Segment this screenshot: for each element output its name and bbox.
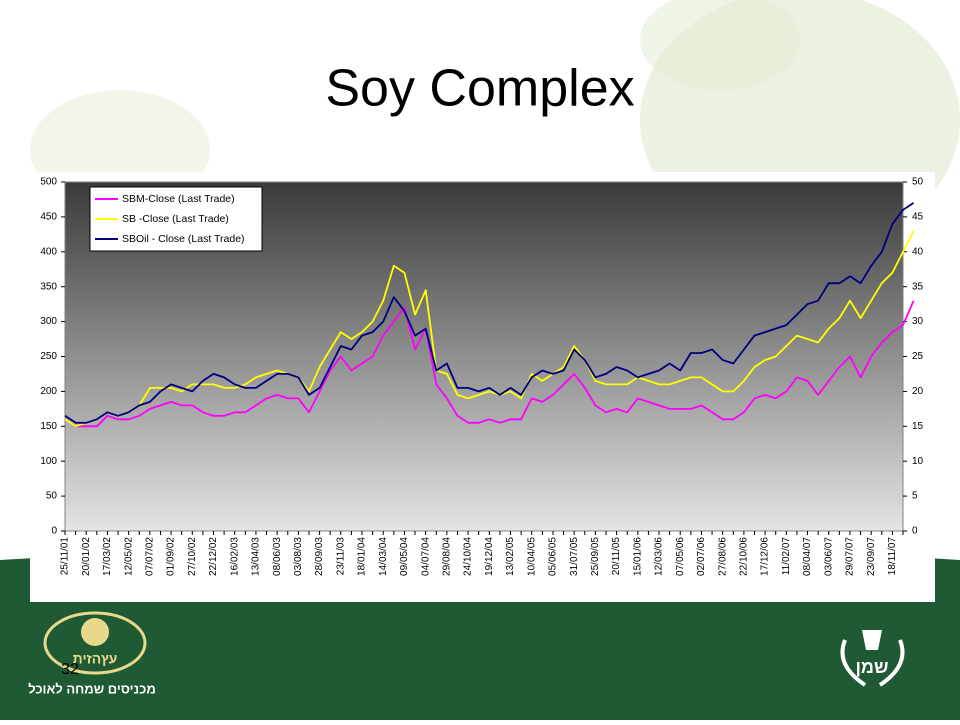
x-tick-label: 13/04/03 xyxy=(251,537,262,576)
x-tick-label: 15/01/06 xyxy=(632,537,643,576)
x-tick-label: 27/08/06 xyxy=(717,537,728,576)
x-tick-label: 17/03/02 xyxy=(102,537,113,576)
x-tick-label: 29/07/07 xyxy=(845,537,856,576)
x-tick-label: 25/11/01 xyxy=(60,537,71,576)
x-tick-label: 31/07/05 xyxy=(569,537,580,576)
x-tick-label: 20/11/05 xyxy=(611,537,622,576)
y2-tick-label: 20 xyxy=(912,386,924,397)
y-tick-label: 300 xyxy=(40,316,57,327)
x-tick-label: 07/05/06 xyxy=(675,537,686,576)
legend-box xyxy=(89,186,263,252)
y-tick-label: 350 xyxy=(40,281,57,292)
y-tick-label: 250 xyxy=(40,351,57,362)
logo-name: עץהזית xyxy=(73,651,118,667)
x-tick-label: 13/02/05 xyxy=(505,537,516,576)
slide-title: Soy Complex xyxy=(325,60,634,118)
x-tick-label: 23/09/07 xyxy=(866,537,877,576)
legend-label: SBOil - Close (Last Trade) xyxy=(122,233,245,245)
logo-name: שמן xyxy=(856,657,889,677)
right-logo: שמן xyxy=(840,630,905,687)
y2-tick-label: 0 xyxy=(912,526,918,537)
x-tick-label: 29/08/04 xyxy=(442,537,453,576)
x-tick-label: 08/04/07 xyxy=(802,537,813,576)
y-tick-label: 400 xyxy=(40,246,57,257)
series-line xyxy=(64,202,915,424)
y-tick-label: 0 xyxy=(51,526,57,537)
x-tick-label: 07/07/02 xyxy=(145,537,156,576)
x-tick-label: 03/06/07 xyxy=(823,537,834,576)
y2-tick-label: 40 xyxy=(912,246,924,257)
x-tick-label: 22/10/06 xyxy=(739,537,750,576)
y-tick-label: 200 xyxy=(40,386,57,397)
x-tick-label: 05/06/05 xyxy=(548,537,559,576)
x-tick-label: 18/01/04 xyxy=(357,537,368,576)
y2-tick-label: 10 xyxy=(912,456,924,467)
x-tick-label: 17/12/06 xyxy=(760,537,771,576)
x-tick-label: 04/07/04 xyxy=(420,537,431,576)
y2-tick-label: 45 xyxy=(912,212,924,223)
series-line xyxy=(64,300,915,428)
y2-tick-label: 50 xyxy=(912,177,924,188)
x-tick-label: 02/07/06 xyxy=(696,537,707,576)
y-tick-label: 450 xyxy=(40,212,57,223)
x-tick-label: 03/08/03 xyxy=(293,537,304,576)
y2-tick-label: 35 xyxy=(912,281,924,292)
x-tick-label: 14/03/04 xyxy=(378,537,389,576)
x-tick-label: 10/04/05 xyxy=(526,537,537,576)
series-line xyxy=(64,230,915,428)
y2-tick-label: 25 xyxy=(912,351,924,362)
legend-label: SB -Close (Last Trade) xyxy=(122,213,229,225)
y-tick-label: 100 xyxy=(40,456,57,467)
y-tick-label: 150 xyxy=(40,421,57,432)
x-tick-label: 25/09/05 xyxy=(590,537,601,576)
left-logo: עץהזית מכניסים שמחה לאוכל xyxy=(28,611,156,696)
x-tick-label: 11/02/07 xyxy=(781,537,792,576)
x-tick-label: 12/03/06 xyxy=(654,537,665,576)
y2-tick-label: 5 xyxy=(912,491,918,502)
x-tick-label: 19/12/04 xyxy=(484,537,495,576)
x-tick-label: 28/09/03 xyxy=(314,537,325,576)
x-tick-label: 08/06/03 xyxy=(272,537,283,576)
x-tick-label: 01/09/02 xyxy=(166,537,177,576)
x-tick-label: 20/01/02 xyxy=(81,537,92,576)
x-tick-label: 23/11/03 xyxy=(335,537,346,576)
y2-tick-label: 15 xyxy=(912,421,924,432)
y2-tick-label: 30 xyxy=(912,316,924,327)
y-tick-label: 50 xyxy=(46,491,58,502)
x-tick-label: 09/05/04 xyxy=(399,537,410,576)
x-tick-label: 12/05/02 xyxy=(123,537,134,576)
x-tick-label: 16/02/03 xyxy=(229,537,240,576)
x-tick-label: 27/10/02 xyxy=(187,537,198,576)
y-tick-label: 500 xyxy=(40,177,57,188)
page-number: 32 xyxy=(61,661,79,678)
chart: 0 50 100 150 200 250 300 350 400 450 500 0 5 10 15 20 25… xyxy=(40,177,923,576)
x-tick-label: 24/10/04 xyxy=(463,537,474,576)
legend-label: SBM-Close (Last Trade) xyxy=(122,193,235,205)
x-tick-label: 18/11/07 xyxy=(887,537,898,576)
x-tick-label: 22/12/02 xyxy=(208,537,219,576)
logo-slogan: מכניסים שמחה לאוכל xyxy=(28,681,156,696)
